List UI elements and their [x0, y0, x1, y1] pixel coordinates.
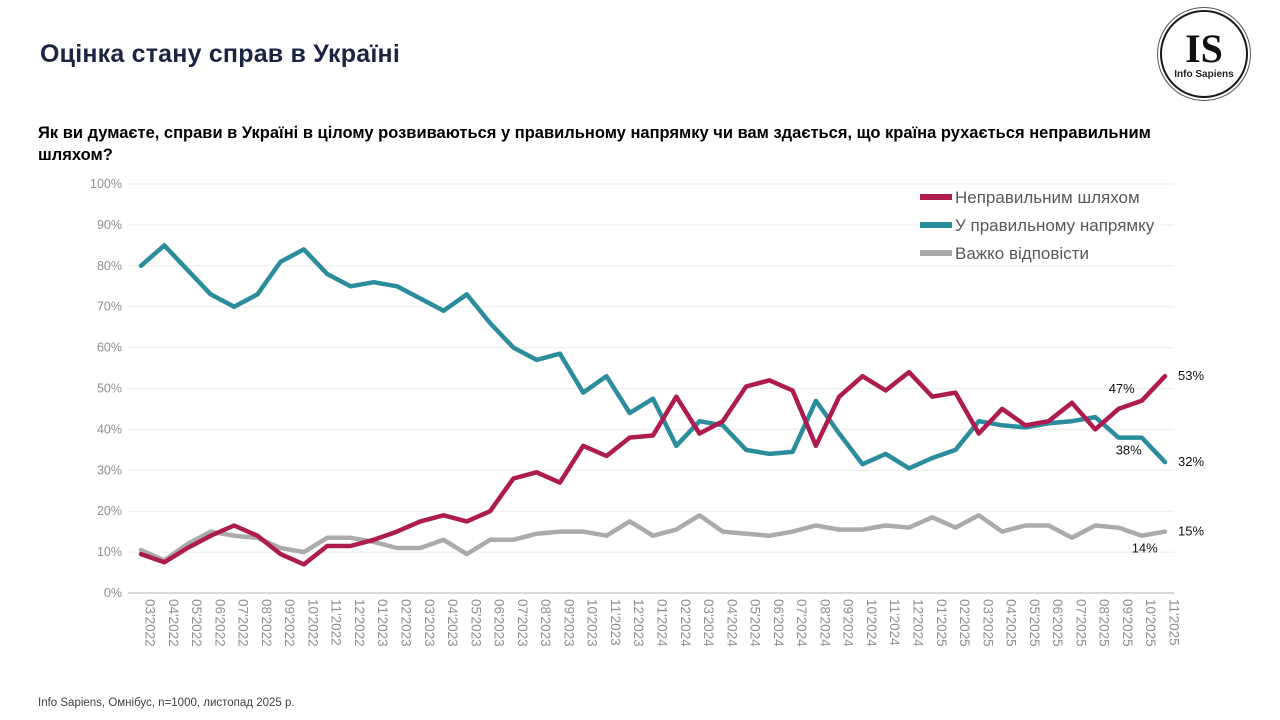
point-label-hard: 14% [1132, 541, 1158, 556]
y-axis-tick-label: 90% [97, 218, 122, 232]
logo-ring-icon: IS Info Sapiens [1160, 10, 1248, 98]
x-axis-tick-label: 03'2025 [980, 599, 995, 647]
point-label-right: 32% [1178, 454, 1204, 469]
y-axis-tick-label: 100% [90, 177, 122, 191]
x-axis-tick-label: 03'2022 [143, 599, 158, 647]
x-axis-tick-label: 05'2024 [748, 599, 763, 647]
x-axis-tick-label: 07'2022 [236, 599, 251, 647]
x-axis-tick-label: 08'2022 [259, 599, 274, 647]
x-axis-tick-label: 02'2023 [399, 599, 414, 647]
x-axis-tick-label: 05'2022 [189, 599, 204, 647]
x-axis-tick-label: 08'2024 [817, 599, 832, 647]
logo-initials: IS [1185, 25, 1223, 71]
x-axis-tick-label: 11'2025 [1167, 599, 1182, 646]
y-axis-tick-label: 60% [97, 341, 122, 355]
series-line-hard [138, 513, 1168, 563]
y-axis-tick-label: 50% [97, 382, 122, 396]
x-axis-tick-label: 11'2024 [887, 599, 902, 646]
x-axis-tick-label: 06'2024 [771, 599, 786, 647]
y-axis-tick-label: 80% [97, 259, 122, 273]
x-axis-tick-label: 03'2023 [422, 599, 437, 647]
point-label-right: 38% [1116, 443, 1142, 458]
x-axis-tick-label: 06'2025 [1050, 599, 1065, 647]
x-axis-tick-label: 03'2024 [701, 599, 716, 647]
line-chart: 0% 10% 20% 30% 40% 50% 60% 70% 80% 90% 100% 03'2022… [90, 177, 1204, 647]
x-axis-tick-label: 08'2025 [1097, 599, 1112, 647]
y-axis-tick-label: 20% [97, 504, 122, 518]
x-axis-tick-label: 04'2023 [445, 599, 460, 647]
source-note: Info Sapiens, Омнібус, n=1000, листопад … [38, 697, 295, 709]
series-line-wrong [138, 369, 1168, 567]
x-axis-tick-label: 09'2025 [1120, 599, 1135, 647]
x-axis-tick-label: 12'2024 [911, 599, 926, 647]
logo-name: Info Sapiens [1174, 68, 1234, 80]
x-axis-tick-label: 02'2025 [957, 599, 972, 647]
x-axis-tick-label: 08'2023 [538, 599, 553, 647]
point-label-wrong: 47% [1109, 381, 1135, 396]
info-sapiens-logo: IS Info Sapiens [1160, 10, 1248, 98]
y-axis-tick-label: 30% [97, 463, 122, 477]
y-axis-tick-label: 70% [97, 300, 122, 314]
y-axis-tick-label: 0% [104, 586, 122, 600]
y-axis-tick-label: 40% [97, 422, 122, 436]
x-axis-tick-label: 10'2025 [1143, 599, 1158, 647]
legend-label-right: У правильному напрямку [955, 216, 1155, 235]
x-axis-tick-label: 10'2024 [864, 599, 879, 647]
x-axis-tick-label: 01'2025 [934, 599, 949, 647]
x-axis-tick-label: 02'2024 [678, 599, 693, 647]
x-axis-tick-label: 01'2023 [375, 599, 390, 647]
x-axis-tick-label: 11'2023 [608, 599, 623, 646]
x-axis-tick-label: 07'2025 [1073, 599, 1088, 647]
x-axis-tick-label: 12'2022 [352, 599, 367, 647]
x-axis-tick-label: 05'2025 [1027, 599, 1042, 647]
x-axis-tick-label: 09'2023 [561, 599, 576, 647]
legend-label-hard: Важко відповісти [955, 244, 1089, 263]
x-axis-tick-label: 01'2024 [655, 599, 670, 647]
x-axis-tick-label: 09'2024 [841, 599, 856, 647]
point-label-hard: 15% [1178, 524, 1204, 539]
survey-question: Як ви думаєте, справи в Україні в цілому… [38, 124, 1151, 165]
legend-label-wrong: Неправильним шляхом [955, 188, 1140, 207]
x-axis-tick-label: 10'2023 [585, 599, 600, 647]
series-line-right [138, 243, 1168, 471]
x-axis-tick-label: 06'2022 [212, 599, 227, 647]
page-title: Оцінка стану справ в Україні [40, 40, 400, 68]
x-axis-tick-label: 11'2022 [329, 599, 344, 646]
x-axis-tick-label: 10'2022 [305, 599, 320, 647]
x-axis-tick-label: 04'2022 [166, 599, 181, 647]
point-label-wrong: 53% [1178, 368, 1204, 383]
y-axis-tick-label: 10% [97, 545, 122, 559]
x-axis-tick-label: 04'2025 [1004, 599, 1019, 647]
x-axis-tick-label: 12'2023 [631, 599, 646, 647]
x-axis-tick-label: 04'2024 [724, 599, 739, 647]
x-axis-tick-label: 07'2024 [794, 599, 809, 647]
x-axis-tick-label: 05'2023 [468, 599, 483, 647]
x-axis-tick-label: 06'2023 [492, 599, 507, 647]
x-axis-tick-label: 09'2022 [282, 599, 297, 647]
x-axis-tick-label: 07'2023 [515, 599, 530, 647]
